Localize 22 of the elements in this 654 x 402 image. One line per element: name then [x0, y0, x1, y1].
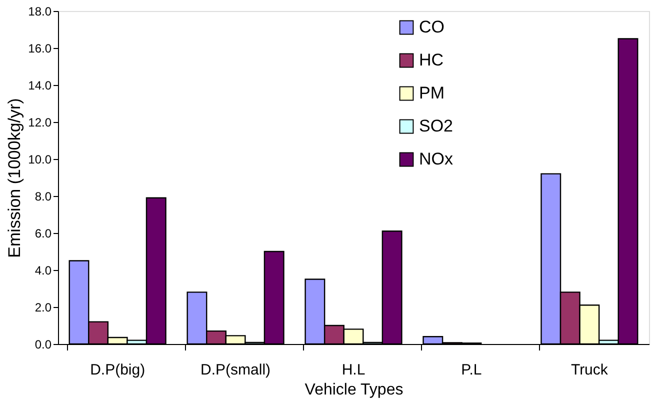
y-tick-label: 0.0 — [34, 338, 52, 352]
legend-label: SO2 — [419, 116, 454, 136]
legend-label: HC — [419, 50, 444, 70]
y-tick-label: 16.0 — [28, 42, 52, 56]
x-tick-label: Truck — [570, 362, 608, 378]
legend-label: NOx — [419, 150, 454, 168]
y-tick-label: 12.0 — [28, 116, 52, 130]
y-tick-label: 18.0 — [28, 4, 52, 18]
x-tick-label: H.L — [342, 362, 366, 378]
x-axis-title: Vehicle Types — [304, 382, 404, 398]
legend-label: PM — [419, 84, 444, 102]
y-tick-label: 4.0 — [34, 264, 52, 278]
y-axis-title: Emission (1000kg/yr) — [5, 98, 24, 258]
legend-label: CO — [419, 18, 444, 36]
y-tick-label: 10.0 — [28, 152, 52, 166]
y-tick-label: 6.0 — [34, 226, 52, 240]
y-tick-label: 2.0 — [34, 300, 52, 314]
y-tick-label: 8.0 — [34, 190, 52, 204]
y-tick-label: 14.0 — [28, 78, 52, 92]
x-tick-label: P.L — [461, 362, 482, 378]
x-tick-label: D.P(small) — [200, 362, 271, 378]
x-tick-label: D.P(big) — [90, 362, 146, 378]
